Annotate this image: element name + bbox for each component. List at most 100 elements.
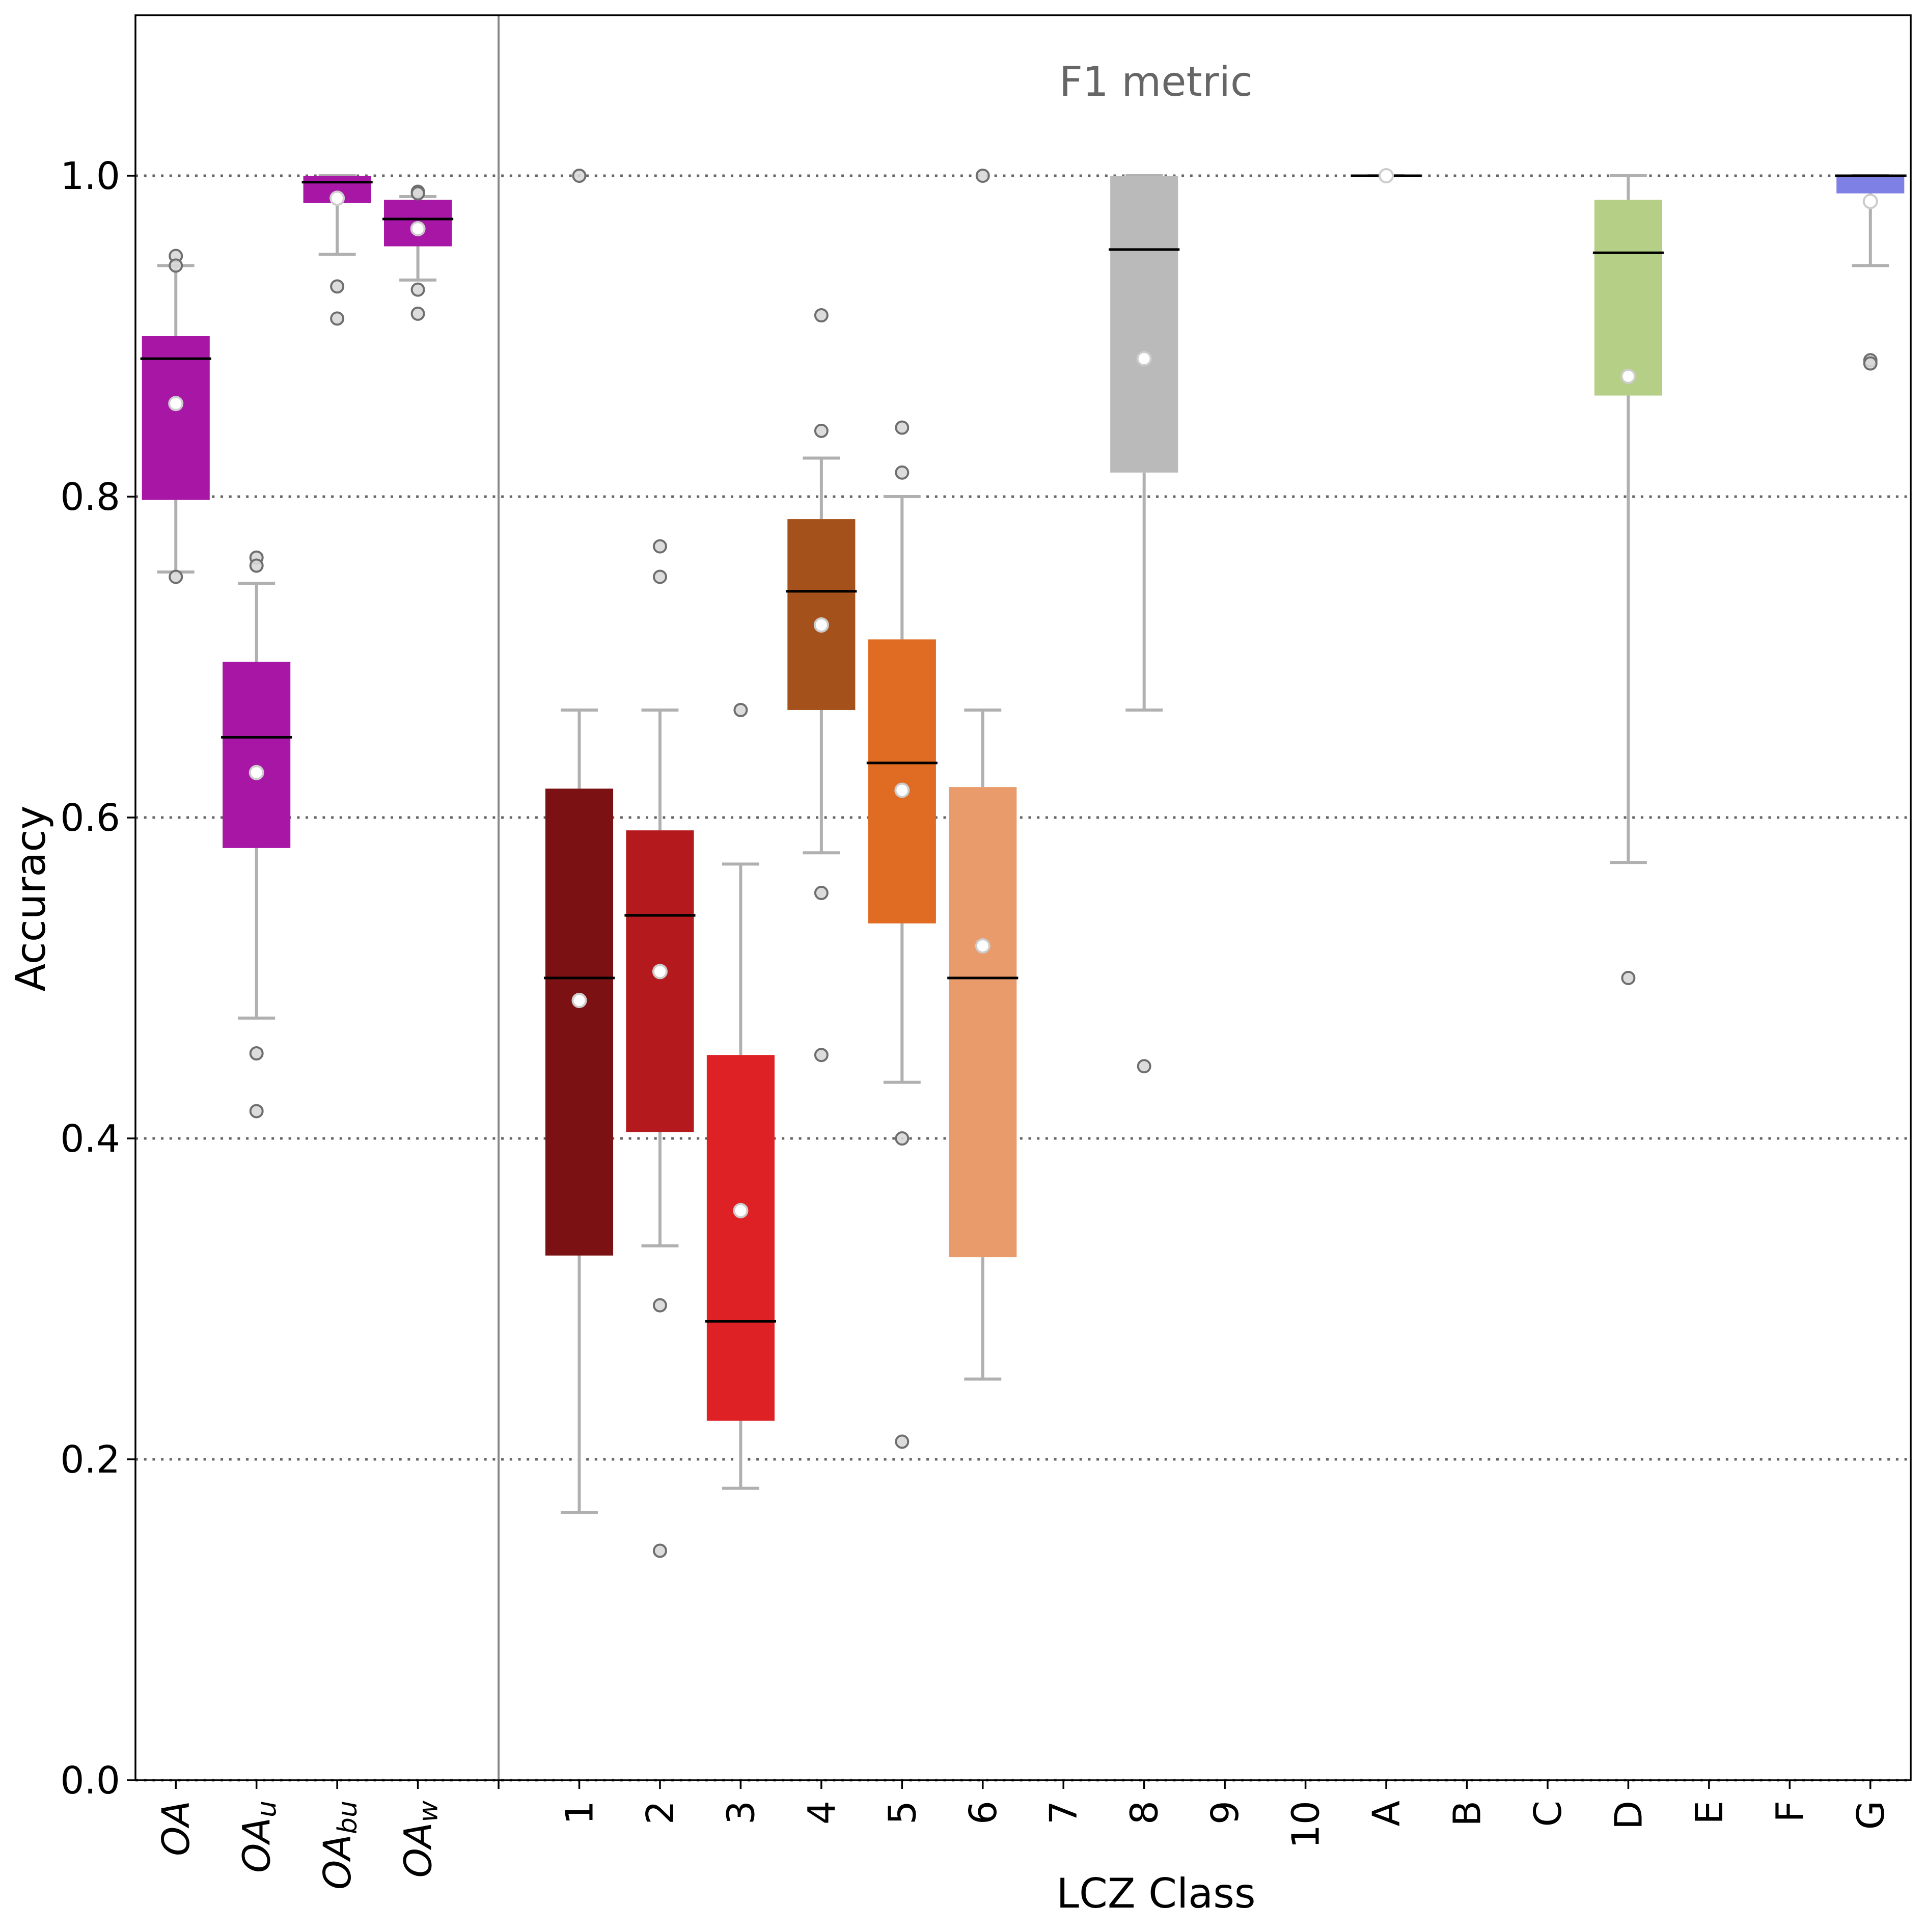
x-tick-label-main: D [1607,1801,1650,1830]
chart-title: F1 metric [1059,58,1253,105]
y-axis: 0.0 0.2 0.4 0.6 0.8 1.0 [60,154,135,1803]
box-2 [624,539,696,1558]
x-tick-label-main: 7 [1042,1801,1086,1825]
x-tick-label-main: 8 [1123,1801,1167,1825]
x-tick-label-main: OA [316,1834,360,1890]
x-tick-label: 9 [1203,1801,1247,1825]
x-tick-label: 6 [961,1801,1005,1825]
y-tick-label: 0.4 [60,1117,120,1161]
box-8 [1109,174,1180,1074]
outlier-point [895,1434,910,1449]
outlier-point [410,306,425,321]
box-1 [543,169,615,1514]
mean-marker [652,964,668,979]
outlier-point [410,186,425,201]
x-tick-label-subscript: w [414,1801,444,1822]
box-OAw [382,184,454,321]
x-tick-label: 1 [558,1801,602,1825]
y-tick-label: 0.2 [60,1438,120,1482]
outlier-point [330,279,345,294]
box-body [545,788,614,1256]
outlier-point [895,465,910,480]
outlier-point [249,1104,264,1119]
outlier-point [1863,356,1878,371]
mean-marker [329,191,345,206]
boxes [140,168,1906,1558]
x-tick-label: A [1365,1801,1409,1827]
outlier-point [814,886,829,901]
outlier-point [652,569,667,584]
x-tick-label: G [1849,1801,1893,1830]
box-body [1594,200,1662,396]
plot-frame [134,14,1912,1781]
x-axis-label: LCZ Class [1056,1870,1255,1917]
outlier-point [814,423,829,438]
box-5 [866,420,938,1449]
outlier-point [814,308,829,323]
x-tick-label-subscript: bu [333,1801,363,1834]
outlier-point [652,1543,667,1558]
box-body [223,662,291,848]
x-tick-label: OAbu [316,1801,363,1890]
x-tick-label: 10 [1284,1801,1328,1848]
x-tick-label: E [1688,1801,1731,1825]
x-tick-label: 4 [800,1801,844,1825]
box-body [787,519,856,710]
x-tick-label: OA [154,1801,198,1856]
outlier-point [895,420,910,435]
box-3 [705,702,776,1490]
x-tick-label-main: G [1849,1801,1893,1830]
x-tick-label: OAw [397,1801,444,1878]
y-tick-label: 1.0 [60,154,120,198]
x-tick-label: 7 [1042,1801,1086,1825]
box-body [1110,176,1178,473]
x-tick-label: 8 [1123,1801,1167,1825]
x-tick-label-main: 4 [800,1801,844,1825]
x-tick-label-main: OA [397,1822,441,1878]
y-tick-label: 0.8 [60,475,120,519]
outlier-point [330,311,345,326]
y-axis-label: Accuracy [7,805,54,991]
mean-marker [410,221,426,236]
box-body [626,830,694,1132]
outlier-point [1137,1059,1151,1074]
y-tick-label: 0.0 [60,1759,120,1803]
mean-marker [894,782,910,798]
outlier-point [169,569,183,584]
x-tick-label-main: C [1526,1801,1570,1827]
outlier-point [733,702,748,717]
mean-marker [1136,351,1152,367]
mean-marker [1379,168,1394,183]
x-tick-label-main: A [1365,1801,1409,1827]
box-body [1836,176,1905,194]
x-tick-label: D [1607,1801,1650,1830]
x-tick-label-main: 3 [719,1801,763,1825]
y-tick-label: 0.6 [60,796,120,840]
x-tick-label: C [1526,1801,1570,1827]
box-OAu [221,550,292,1119]
x-tick-label: F [1768,1801,1812,1822]
x-tick-label: 2 [639,1801,682,1825]
mean-marker [571,993,587,1009]
x-tick-label-main: E [1688,1801,1731,1825]
outlier-point [652,1298,667,1313]
mean-marker [733,1203,749,1218]
x-tick-label: 5 [881,1801,924,1825]
box-6 [947,169,1019,1381]
x-tick-label-main: 1 [558,1801,602,1825]
mean-marker [249,765,264,780]
outlier-point [895,1131,910,1146]
box-body [706,1055,775,1421]
outlier-point [814,1048,829,1063]
mean-marker [975,938,990,954]
x-tick-label-main: OA [154,1801,198,1856]
mean-marker [813,617,829,633]
box-D [1592,174,1664,985]
x-tick-label-main: 6 [961,1801,1005,1825]
x-tick-label-main: 10 [1284,1801,1328,1848]
x-tick-label: OAu [235,1801,283,1873]
box-body [142,336,210,500]
outlier-point [410,282,425,297]
